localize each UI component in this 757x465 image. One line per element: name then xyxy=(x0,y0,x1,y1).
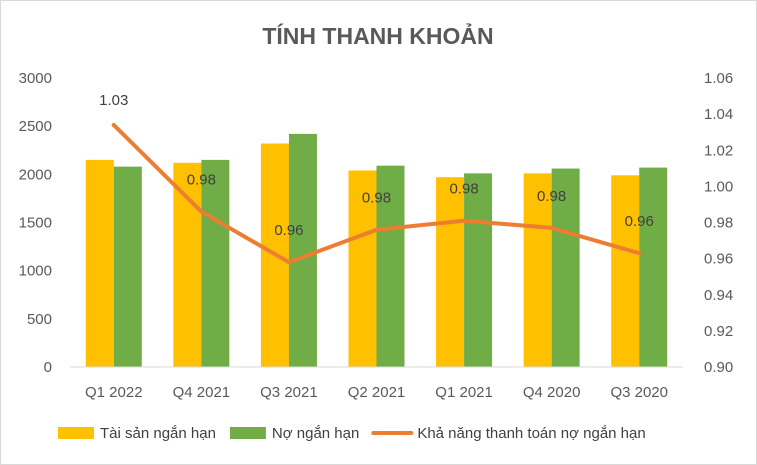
ratio-data-label: 0.98 xyxy=(362,190,391,207)
left-tick-label: 3000 xyxy=(19,70,52,87)
bar-tai-san-ngan-han xyxy=(523,173,552,367)
data-labels: 1.03 0.98 0.96 0.98 0.98 0.98 0.96 xyxy=(99,92,654,239)
left-tick-label: 2000 xyxy=(19,166,52,183)
bar-tai-san-ngan-han xyxy=(173,162,202,367)
bar-no-ngan-han xyxy=(113,166,142,367)
left-tick-label: 1500 xyxy=(19,215,52,232)
legend-swatch xyxy=(229,427,266,439)
ratio-point xyxy=(199,209,204,214)
chart-title: TÍNH THANH KHOẢN xyxy=(262,21,493,49)
ratio-data-label: 0.96 xyxy=(625,213,654,230)
bar-tai-san-ngan-han xyxy=(348,170,377,367)
x-tick-label: Q3 2020 xyxy=(610,384,668,401)
x-tick-label: Q1 2022 xyxy=(85,384,143,401)
ratio-point xyxy=(549,225,554,230)
bar-no-ngan-han xyxy=(376,165,405,367)
ratio-point xyxy=(637,251,642,256)
x-tick-label: Q4 2021 xyxy=(173,384,231,401)
ratio-point xyxy=(286,260,291,265)
ratio-data-label: 0.98 xyxy=(537,188,566,205)
ratio-data-label: 1.03 xyxy=(99,92,128,109)
ratio-point xyxy=(462,218,467,223)
right-tick-label: 0.90 xyxy=(704,359,733,376)
ratio-point xyxy=(374,227,379,232)
bar-no-ngan-han xyxy=(288,133,317,367)
ratio-line-series xyxy=(111,122,642,265)
ratio-point xyxy=(111,122,116,127)
x-tick-label: Q4 2020 xyxy=(523,384,581,401)
right-tick-label: 0.92 xyxy=(704,323,733,340)
ratio-data-label: 0.96 xyxy=(274,222,303,239)
legend: Tài sản ngắn hạn Nợ ngắn hạn Khả năng than… xyxy=(58,425,646,442)
legend-label: Khả năng thanh toán nợ ngắn hạn xyxy=(417,425,645,442)
ratio-data-label: 0.98 xyxy=(187,172,216,189)
right-tick-label: 0.98 xyxy=(704,215,733,232)
right-axis: 0.90 0.92 0.94 0.96 0.98 1.00 1.02 1.04 1.06 xyxy=(704,70,733,376)
left-tick-label: 1000 xyxy=(19,263,52,280)
right-tick-label: 1.02 xyxy=(704,142,733,159)
ratio-data-label: 0.98 xyxy=(449,181,478,198)
left-axis: 0 500 1000 1500 2000 2500 3000 xyxy=(19,70,52,376)
bar-series xyxy=(85,133,668,367)
bar-no-ngan-han xyxy=(464,173,493,367)
left-tick-label: 2500 xyxy=(19,118,52,135)
legend-swatch xyxy=(58,427,94,439)
x-axis: Q1 2022 Q4 2021 Q3 2021 Q2 2021 Q1 2021 Q4 20… xyxy=(70,366,683,401)
bar-tai-san-ngan-han xyxy=(611,175,640,367)
legend-label: Nợ ngắn hạn xyxy=(272,425,359,442)
bar-no-ngan-han xyxy=(551,168,580,367)
bar-no-ngan-han xyxy=(639,167,668,367)
right-tick-label: 0.94 xyxy=(704,287,733,304)
x-tick-label: Q2 2021 xyxy=(348,384,406,401)
bar-tai-san-ngan-han xyxy=(85,159,114,367)
right-tick-label: 0.96 xyxy=(704,251,733,268)
right-tick-label: 1.00 xyxy=(704,178,733,195)
bar-no-ngan-han xyxy=(201,159,230,367)
right-tick-label: 1.06 xyxy=(704,70,733,87)
x-tick-label: Q1 2021 xyxy=(435,384,493,401)
bar-tai-san-ngan-han xyxy=(436,177,465,367)
left-tick-label: 0 xyxy=(44,359,52,376)
left-tick-label: 500 xyxy=(27,311,52,328)
legend-label: Tài sản ngắn hạn xyxy=(100,425,216,442)
x-tick-label: Q3 2021 xyxy=(260,384,318,401)
right-tick-label: 1.04 xyxy=(704,106,733,123)
